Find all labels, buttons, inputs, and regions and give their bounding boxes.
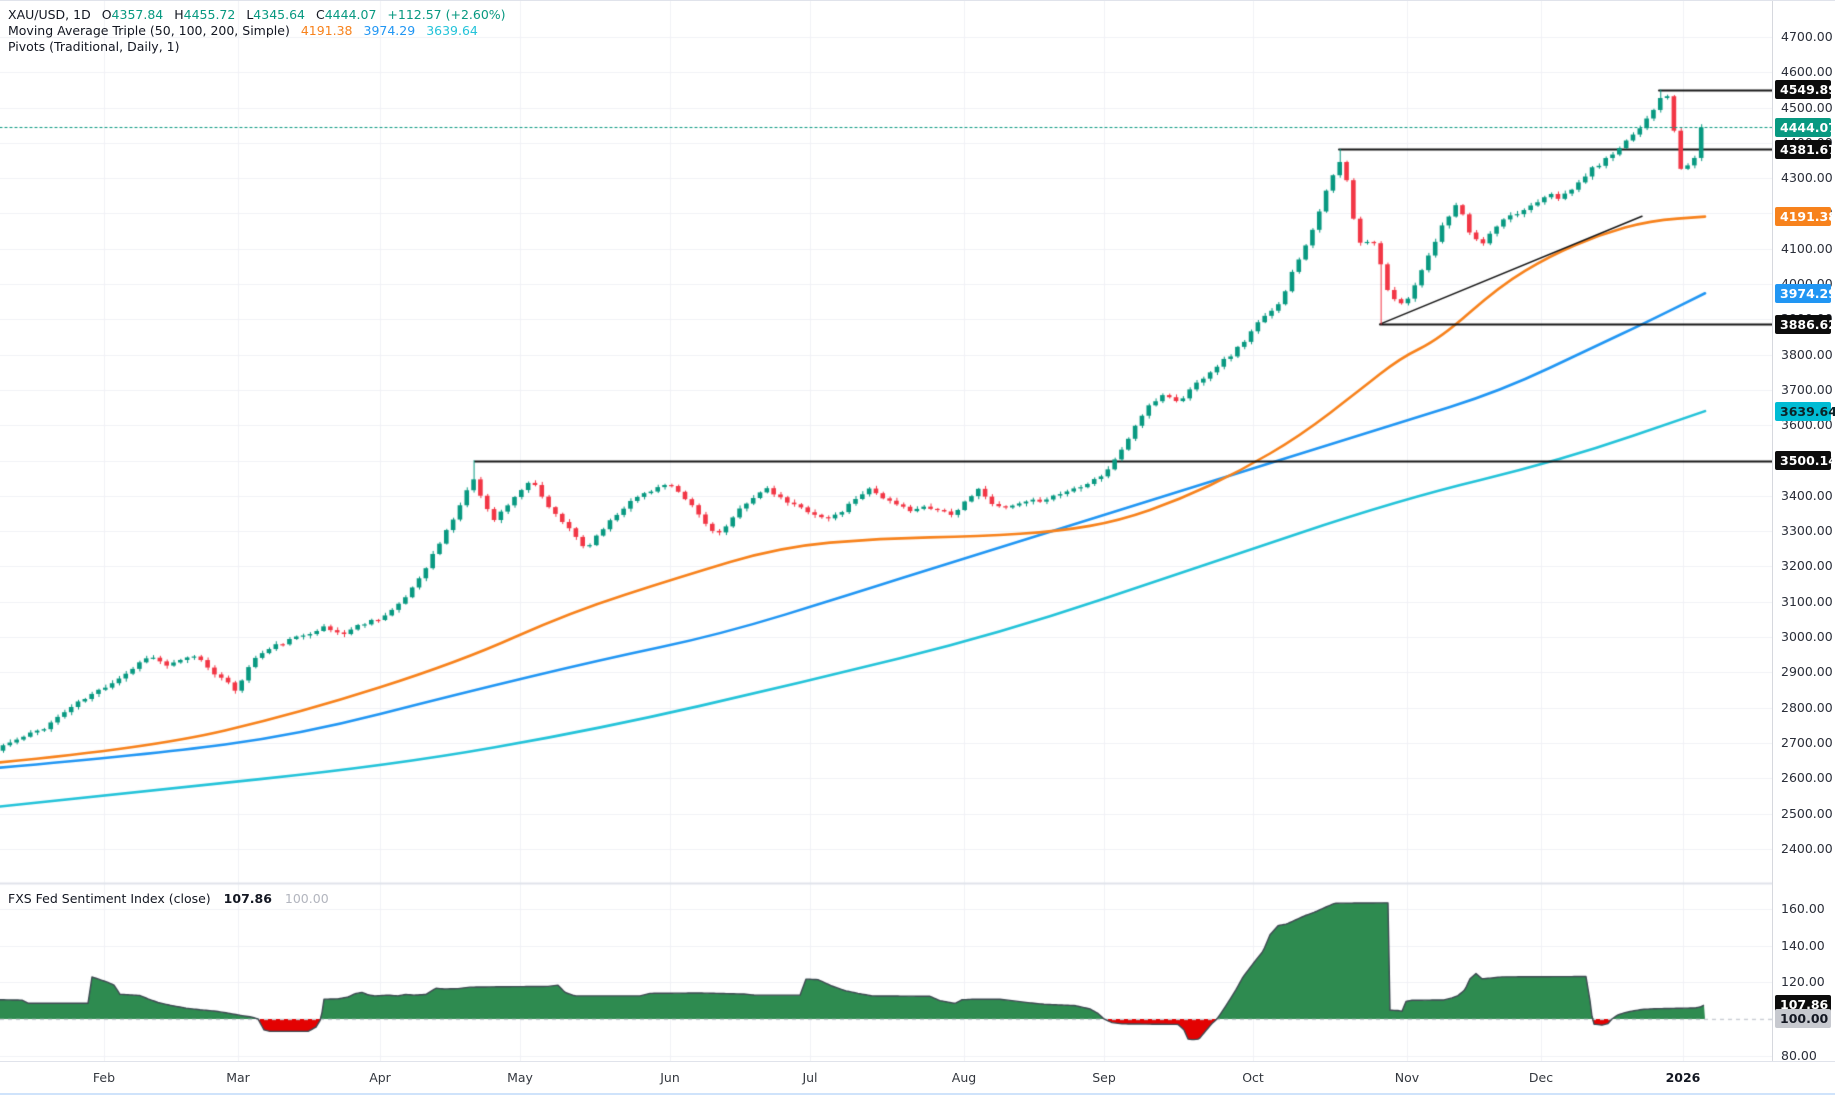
ma200-value: 3639.64 [426,23,478,38]
time-axis-label: Apr [369,1070,391,1085]
price-tick-label: 3600.00 [1781,417,1833,433]
price-tick-label: 3400.00 [1781,487,1833,503]
price-tag: 4191.38 [1775,207,1835,227]
time-axis-label: Sep [1092,1070,1116,1085]
price-tag: 3886.62 [1775,314,1835,334]
low-value: 4345.64 [253,7,305,22]
ma-legend-row[interactable]: Moving Average Triple (50, 100, 200, Sim… [8,23,506,39]
price-tick-label: 4600.00 [1781,64,1833,80]
high-label: H [174,7,184,22]
price-tick-label: 2900.00 [1781,664,1833,680]
open-value: 4357.84 [111,7,164,22]
price-tick-label: 4500.00 [1781,99,1833,115]
sentiment-value: 107.86 [223,891,272,906]
sub-tick-label: 140.00 [1781,937,1825,953]
ma50-value: 4191.38 [300,23,353,38]
time-axis-label: Jun [660,1070,680,1085]
price-tag: 4444.07 [1775,117,1835,137]
price-tick-label: 3300.00 [1781,523,1833,539]
price-tick-label: 3800.00 [1781,346,1833,362]
sub-tick-label: 160.00 [1781,901,1825,917]
sentiment-legend-row[interactable]: FXS Fed Sentiment Index (close) 107.86 1… [8,891,329,906]
close-value: 4444.07 [324,7,377,22]
time-axis-label: Oct [1242,1070,1264,1085]
price-tick-label: 4100.00 [1781,240,1833,256]
pivots-indicator-title: Pivots (Traditional, Daily, 1) [8,39,180,54]
price-tick-label: 3100.00 [1781,593,1833,609]
symbol-legend-row[interactable]: XAU/USD, 1D O4357.84 H4455.72 L4345.64 C… [8,7,506,23]
time-axis-label: Nov [1394,1070,1420,1085]
ma-indicator-title: Moving Average Triple (50, 100, 200, Sim… [8,23,290,38]
price-tick-label: 2700.00 [1781,734,1833,750]
price-tick-label: 4300.00 [1781,170,1833,186]
sentiment-indicator-title: FXS Fed Sentiment Index (close) [8,891,211,906]
price-axis[interactable]: 4700.004600.004500.004400.004300.004200.… [1772,1,1835,1063]
price-chart-canvas[interactable] [0,1,1772,1061]
time-axis-label: 2026 [1665,1070,1701,1085]
price-tick-label: 4700.00 [1781,29,1833,44]
sentiment-baseline-value: 100.00 [284,891,329,906]
price-tick-label: 3200.00 [1781,558,1833,574]
time-axis[interactable]: Feb Mar Apr May Jun Jul Aug Sep Oct Nov Dec 2026 [0,1061,1835,1094]
sub-value-tag: 107.86 [1775,995,1831,1015]
time-axis-label: May [507,1070,533,1085]
sub-tick-label: 80.00 [1781,1047,1817,1063]
low-label: L [246,7,254,22]
price-tag: 3974.29 [1775,283,1835,303]
price-tick-label: 3700.00 [1781,381,1833,397]
pivots-legend-row[interactable]: Pivots (Traditional, Daily, 1) [8,39,506,55]
sub-value-tag: 100.00 [1775,1009,1831,1029]
price-tick-label: 3000.00 [1781,629,1833,645]
time-axis-label: Feb [92,1070,116,1085]
price-tag: 3639.64 [1775,401,1835,421]
close-label: C [315,7,325,22]
high-value: 4455.72 [183,7,236,22]
price-tag: 4549.89 [1775,80,1835,100]
open-label: O [101,7,112,22]
price-tick-label: 2400.00 [1781,840,1833,856]
time-axis-label: Mar [226,1070,250,1085]
time-axis-label: Dec [1528,1070,1554,1085]
time-axis-label: Aug [951,1070,977,1085]
price-tag: 3500.14 [1775,451,1835,470]
price-tick-label: 2800.00 [1781,699,1833,715]
widget-bottom-border [0,1093,1835,1095]
chart-legend: XAU/USD, 1D O4357.84 H4455.72 L4345.64 C… [8,7,506,55]
price-tick-label: 2500.00 [1781,805,1833,821]
price-tag: 4381.67 [1775,139,1835,159]
price-tick-label: 2600.00 [1781,770,1833,786]
time-axis-label: Jul [802,1070,818,1085]
sub-tick-label: 120.00 [1781,974,1825,990]
ma100-value: 3974.29 [363,23,416,38]
symbol-title: XAU/USD, 1D [8,7,91,22]
change-value: +112.57 (+2.60%) [387,7,506,22]
